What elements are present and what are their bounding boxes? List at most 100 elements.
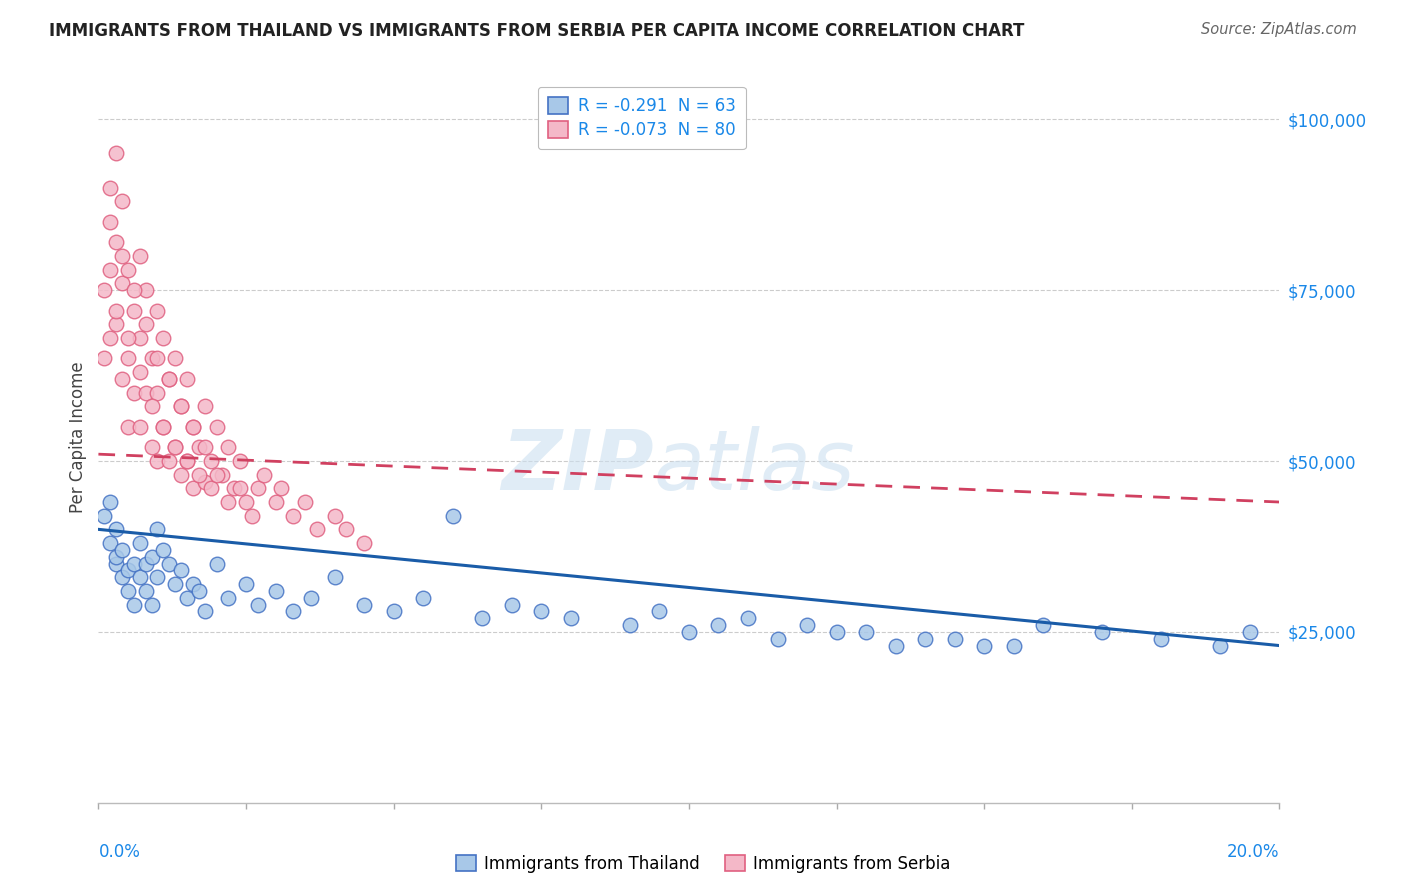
Point	[105, 303, 128, 318]
Point	[105, 146, 128, 161]
Point	[135, 583, 157, 598]
Text: ZIP: ZIP	[501, 425, 654, 507]
Point	[152, 420, 174, 434]
Point	[943, 632, 966, 646]
Point	[141, 351, 163, 366]
Point	[217, 495, 239, 509]
Point	[170, 467, 193, 482]
Text: 0.0%: 0.0%	[98, 843, 141, 861]
Point	[146, 522, 169, 536]
Point	[181, 420, 204, 434]
Point	[165, 440, 187, 454]
Point	[229, 481, 252, 495]
Point	[176, 591, 198, 605]
Point	[294, 495, 316, 509]
Point	[796, 618, 818, 632]
Point	[382, 604, 405, 618]
Point	[135, 318, 157, 332]
Point	[135, 283, 157, 297]
Point	[246, 598, 269, 612]
Point	[105, 549, 128, 564]
Point	[165, 440, 187, 454]
Point	[205, 467, 228, 482]
Point	[560, 611, 582, 625]
Point	[98, 495, 121, 509]
Point	[678, 624, 700, 639]
Point	[122, 283, 145, 297]
Point	[200, 481, 222, 495]
Point	[170, 400, 193, 414]
Point	[117, 331, 139, 345]
Point	[1209, 639, 1232, 653]
Point	[98, 262, 121, 277]
Point	[825, 624, 848, 639]
Point	[441, 508, 464, 523]
Point	[973, 639, 995, 653]
Point	[1032, 618, 1054, 632]
Point	[205, 420, 228, 434]
Point	[353, 536, 375, 550]
Point	[305, 522, 328, 536]
Point	[914, 632, 936, 646]
Point	[176, 454, 198, 468]
Point	[128, 570, 150, 584]
Point	[217, 440, 239, 454]
Point	[122, 598, 145, 612]
Point	[146, 454, 169, 468]
Point	[152, 542, 174, 557]
Point	[128, 331, 150, 345]
Point	[205, 557, 228, 571]
Point	[122, 557, 145, 571]
Point	[194, 400, 217, 414]
Point	[1002, 639, 1025, 653]
Point	[117, 420, 139, 434]
Point	[176, 372, 198, 386]
Text: atlas: atlas	[654, 425, 855, 507]
Point	[152, 420, 174, 434]
Point	[855, 624, 877, 639]
Point	[157, 372, 180, 386]
Point	[323, 508, 346, 523]
Point	[93, 508, 115, 523]
Point	[165, 577, 187, 591]
Text: 20.0%: 20.0%	[1227, 843, 1279, 861]
Point	[471, 611, 494, 625]
Point	[246, 481, 269, 495]
Point	[187, 440, 209, 454]
Point	[253, 467, 276, 482]
Point	[884, 639, 907, 653]
Point	[111, 570, 134, 584]
Point	[135, 385, 157, 400]
Point	[141, 400, 163, 414]
Point	[270, 481, 292, 495]
Point	[412, 591, 434, 605]
Point	[117, 583, 139, 598]
Point	[98, 180, 121, 194]
Point	[128, 249, 150, 263]
Point	[194, 604, 217, 618]
Point	[152, 331, 174, 345]
Point	[111, 372, 134, 386]
Point	[200, 454, 222, 468]
Point	[157, 557, 180, 571]
Point	[229, 454, 252, 468]
Point	[122, 303, 145, 318]
Point	[224, 481, 246, 495]
Point	[211, 467, 233, 482]
Point	[264, 495, 287, 509]
Point	[283, 508, 305, 523]
Point	[235, 495, 257, 509]
Point	[128, 365, 150, 379]
Point	[501, 598, 523, 612]
Y-axis label: Per Capita Income: Per Capita Income	[69, 361, 87, 513]
Point	[264, 583, 287, 598]
Point	[141, 598, 163, 612]
Point	[737, 611, 759, 625]
Point	[1091, 624, 1114, 639]
Point	[111, 542, 134, 557]
Legend: R = -0.291  N = 63, R = -0.073  N = 80: R = -0.291 N = 63, R = -0.073 N = 80	[537, 87, 745, 149]
Point	[111, 194, 134, 209]
Point	[217, 591, 239, 605]
Point	[111, 249, 134, 263]
Text: Source: ZipAtlas.com: Source: ZipAtlas.com	[1201, 22, 1357, 37]
